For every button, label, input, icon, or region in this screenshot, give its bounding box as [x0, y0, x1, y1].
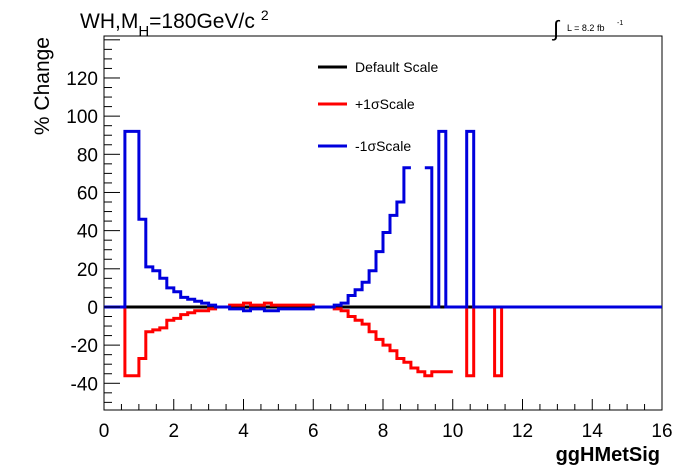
legend-label-plus: +1σScale	[355, 96, 415, 112]
y-axis-label: % Change	[31, 37, 54, 135]
legend-label-default: Default Scale	[355, 59, 438, 75]
y-tick-label: 20	[77, 260, 98, 281]
x-tick-label: 8	[378, 421, 389, 442]
title-subscript: H	[138, 23, 149, 40]
y-tick-label: 120	[66, 69, 98, 90]
axis-ticks: 0 2 4 6 8 10 12 14 16 -40 -20 0 20 40 60 80 100 120	[66, 39, 673, 442]
plot-frame	[103, 35, 663, 411]
x-tick-label: 2	[168, 421, 179, 442]
series-line-plus-1sigma	[104, 301, 662, 378]
x-tick-label: 16	[651, 421, 672, 442]
x-tick-label: 0	[99, 421, 110, 442]
title-main: WH,M	[80, 10, 138, 33]
x-tick-label: 10	[442, 421, 463, 442]
x-tick-label: 4	[238, 421, 249, 442]
title-rest: =180GeV/c	[149, 10, 255, 33]
legend: Default Scale +1σScale -1σScale	[318, 59, 438, 154]
y-tick-label: 0	[87, 298, 98, 319]
series-curves	[104, 129, 662, 378]
y-tick-label: 60	[77, 183, 98, 204]
y-tick-label: 40	[77, 222, 98, 243]
y-tick-label: -20	[71, 336, 98, 357]
lumi-exponent: -1	[617, 20, 623, 27]
x-tick-label: 6	[308, 421, 319, 442]
title-superscript: 2	[261, 7, 269, 23]
x-tick-label: 14	[582, 421, 604, 442]
y-tick-label: 100	[66, 107, 98, 128]
y-tick-label: 80	[77, 145, 98, 166]
series-line-minus-1sigma	[104, 129, 662, 313]
chart-title: WH,MH=180GeV/c 2	[80, 7, 269, 40]
lumi-integral: ∫	[551, 16, 561, 41]
legend-label-minus: -1σScale	[355, 138, 411, 154]
lumi-label: L = 8.2 fb	[567, 23, 604, 33]
x-axis-label: ggHMetSig	[556, 444, 660, 466]
y-tick-label: -40	[71, 374, 98, 395]
x-tick-label: 12	[512, 421, 533, 442]
